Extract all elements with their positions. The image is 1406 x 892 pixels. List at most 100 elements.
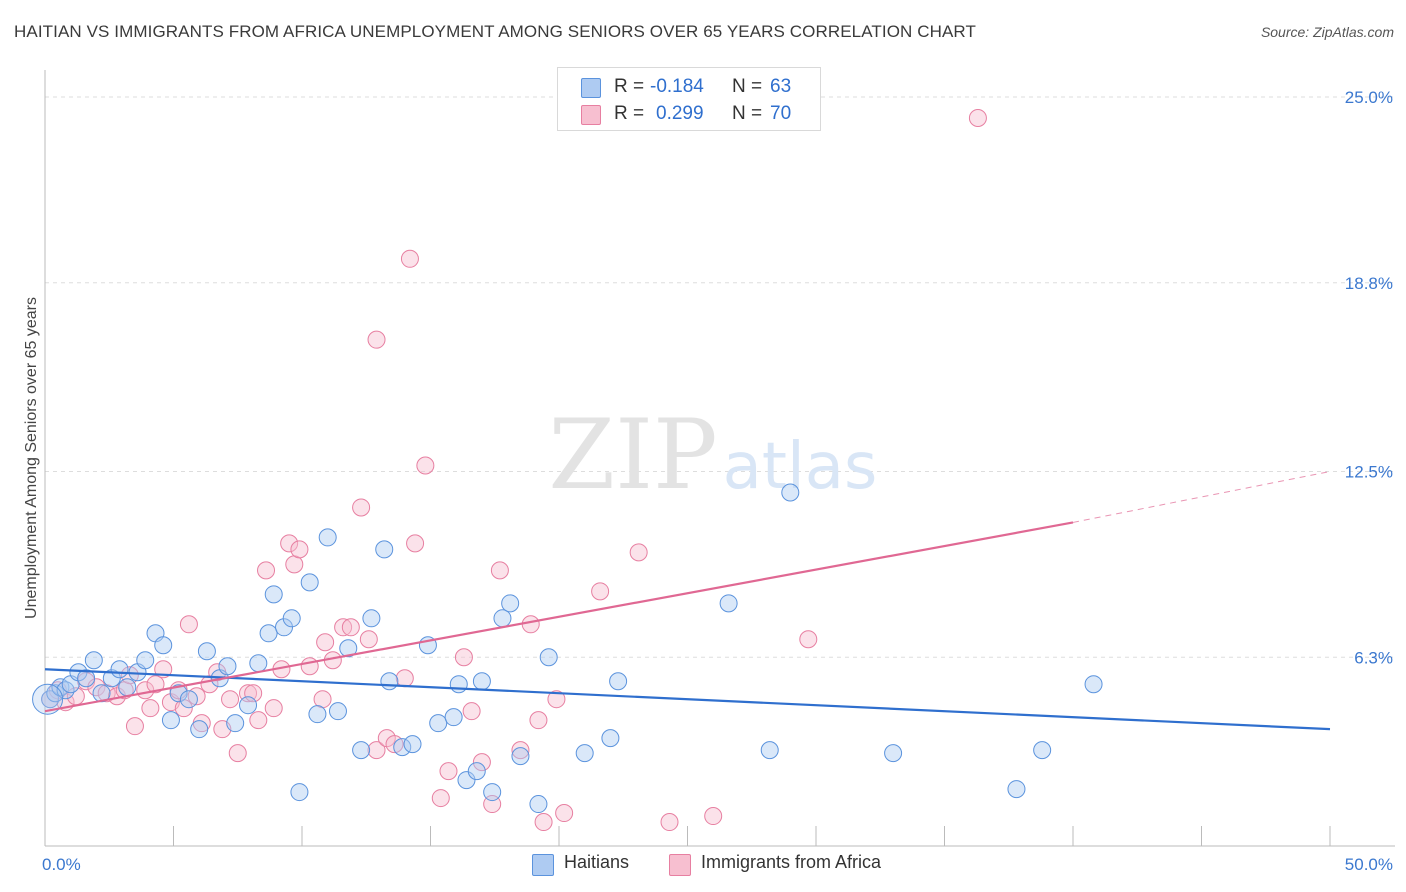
data-point (141, 699, 160, 718)
legend-swatch-immigrants-from-africa (581, 105, 601, 125)
trend-line-immigrants-from-africa (44, 521, 1074, 713)
data-point (555, 804, 574, 823)
y-tick-label: 18.8% (1345, 274, 1393, 293)
data-point (511, 741, 530, 760)
data-point (501, 594, 520, 613)
legend-r-value: -0.184 (650, 76, 704, 97)
data-point (472, 672, 491, 691)
data-point-cluster (32, 683, 64, 715)
data-point (416, 456, 435, 475)
data-point (575, 744, 594, 763)
data-point (403, 735, 422, 754)
data-point (146, 675, 165, 694)
data-point (51, 678, 70, 697)
x-tick-label: 50.0% (1345, 855, 1393, 874)
data-point (719, 594, 738, 613)
data-point (521, 615, 540, 634)
data-point (547, 690, 566, 709)
data-point (395, 669, 414, 688)
data-point (308, 705, 327, 724)
y-tick-label: 6.3% (1354, 648, 1393, 667)
trend-lines (44, 471, 1331, 731)
data-point (244, 684, 263, 703)
data-point (529, 795, 548, 814)
data-point (197, 642, 216, 661)
trend-line-extension (1072, 471, 1331, 523)
data-point (77, 669, 96, 688)
data-point (483, 783, 502, 802)
data-point (406, 534, 425, 553)
data-point (439, 762, 458, 781)
data-point (601, 729, 620, 748)
data-point (1084, 675, 1103, 694)
data-point (56, 681, 75, 700)
data-point (511, 747, 530, 766)
data-point (968, 108, 987, 127)
data-point (629, 543, 648, 562)
axes (44, 70, 1395, 847)
legend-swatch-haitians (532, 854, 554, 876)
data-point (472, 753, 491, 772)
grid-lines (45, 96, 1395, 658)
legend-n-value: 63 (770, 76, 792, 97)
watermark: ZIP atlas (548, 399, 877, 511)
data-point (154, 636, 173, 655)
legend-swatch-immigrants-from-africa (669, 854, 691, 876)
data-point (457, 771, 476, 790)
chart-title: HAITIAN VS IMMIGRANTS FROM AFRICA UNEMPL… (14, 22, 976, 41)
data-point (529, 711, 548, 730)
data-point (352, 741, 371, 760)
data-point (249, 711, 268, 730)
data-point (118, 678, 137, 697)
watermark-zip: ZIP (548, 399, 717, 511)
data-point (300, 573, 319, 592)
data-point (300, 657, 319, 676)
data-point (290, 540, 309, 559)
series-haitians (32, 483, 1103, 814)
legend-n-value: 70 (770, 103, 792, 124)
data-point (367, 741, 386, 760)
data-point (290, 783, 309, 802)
data-point (334, 618, 353, 637)
data-point (264, 699, 283, 718)
data-point (400, 249, 419, 268)
data-point (264, 585, 283, 604)
legend-r-value: 0.299 (656, 103, 704, 124)
data-point (1033, 741, 1052, 760)
data-point (393, 738, 412, 757)
data-point (375, 540, 394, 559)
data-point (161, 711, 180, 730)
data-point (226, 714, 245, 733)
data-point (228, 744, 247, 763)
data-point (367, 330, 386, 349)
data-point (169, 684, 188, 703)
source-label: Source: ZipAtlas.com (1260, 24, 1394, 40)
data-point (136, 651, 155, 670)
tick-labels: 6.3% 12.5% 18.8% 25.0% 0.0% 50.0% (42, 88, 1393, 874)
data-point (429, 714, 448, 733)
data-point (257, 561, 276, 580)
data-point (799, 630, 818, 649)
legend-label-immigrants-from-africa: Immigrants from Africa (701, 852, 882, 872)
data-point (339, 639, 358, 658)
data-point (46, 684, 65, 703)
correlation-legend: R = -0.184 N = 63 R = 0.299 N = 70 (557, 67, 821, 131)
y-tick-label: 12.5% (1345, 463, 1393, 482)
data-point (449, 675, 468, 694)
data-point (41, 690, 60, 709)
data-point (660, 813, 679, 832)
data-point (591, 582, 610, 601)
data-point (87, 678, 106, 697)
data-point (275, 618, 294, 637)
data-point (362, 609, 381, 628)
data-point (534, 813, 553, 832)
data-point (313, 690, 332, 709)
data-point (444, 708, 463, 727)
data-point (493, 609, 512, 628)
data-point (249, 654, 268, 673)
data-point (328, 702, 347, 721)
data-point (781, 483, 800, 502)
data-point (352, 498, 371, 517)
data-point (454, 648, 473, 667)
